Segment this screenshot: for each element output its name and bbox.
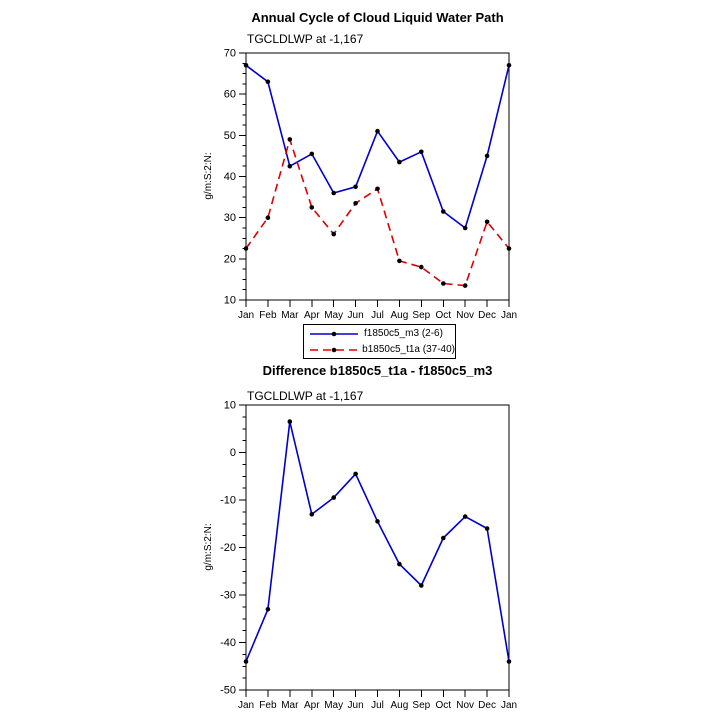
series-1-marker-dot [287, 137, 293, 142]
x-tick-label: Apr [304, 310, 320, 320]
y-tick-label: -50 [220, 685, 236, 697]
x-tick-label: Sep [412, 700, 430, 711]
y-tick-label: -30 [220, 590, 236, 602]
y-tick-label: 60 [224, 89, 236, 101]
x-tick-label: Jan [501, 310, 517, 320]
x-tick-label: Jun [348, 700, 364, 711]
x-tick-label: Nov [456, 310, 474, 320]
x-tick-label: Sep [412, 310, 430, 320]
series-0-marker-dot [441, 209, 446, 214]
series-0-marker-dot [353, 471, 358, 477]
plot-frame [245, 52, 510, 301]
series-0-marker-dot [353, 184, 358, 190]
series-0-marker-dot [484, 153, 490, 159]
legend-item-f1850c5-m3: f1850c5_m3 (2-6) [304, 326, 455, 342]
y-tick-label: 10 [224, 400, 236, 412]
chart2-subtitle: TGCLDLWP at -1,167 [247, 389, 364, 403]
series-0-marker-dot [441, 535, 446, 541]
series-0-marker-dot [375, 519, 380, 524]
series-1-marker-dot [397, 258, 402, 264]
series-0-marker-dot [419, 583, 424, 588]
series-1-marker-dot [419, 264, 424, 270]
legend-solid-marker-dot [331, 331, 337, 336]
legend-dashed-marker-dot [331, 347, 337, 352]
x-tick-label: Jul [371, 310, 384, 320]
series-0-marker-dot [462, 514, 468, 519]
legend-item-b1850c5-t1a: b1850c5_t1a (37-40) [304, 342, 455, 358]
x-tick-label: Mar [281, 700, 299, 711]
legend-sample-dashed [310, 347, 358, 352]
series-0-marker-dot [243, 659, 249, 664]
y-tick-label: 50 [224, 130, 236, 142]
series-0-marker-dot [331, 495, 336, 500]
chart1-title: Annual Cycle of Cloud Liquid Water Path [251, 10, 504, 25]
plot-frame [245, 404, 510, 691]
series-1-marker-dot [265, 215, 271, 220]
y-tick-label: 0 [230, 447, 236, 459]
series-0-marker-dot [506, 63, 512, 68]
x-tick-label: Jan [238, 700, 254, 711]
x-tick-label: May [324, 310, 343, 320]
x-tick-label: Dec [478, 310, 496, 320]
x-tick-label: Jan [501, 700, 517, 711]
series-1-marker-dot [462, 283, 468, 288]
legend-label-f1850c5-m3: f1850c5_m3 (2-6) [364, 328, 443, 339]
series-0-marker-dot [287, 419, 293, 424]
series-0-marker-dot [243, 63, 249, 68]
y-tick-label: 30 [224, 212, 236, 224]
x-tick-label: Mar [281, 310, 299, 320]
series-1-marker-dot [353, 201, 358, 206]
series-1-marker-dot [331, 231, 336, 237]
series-0-marker-dot [397, 159, 402, 165]
y-tick-label: 20 [224, 253, 236, 265]
series-line-0 [245, 64, 510, 229]
y-tick-label: 40 [224, 171, 236, 183]
series-line-0 [245, 420, 510, 662]
x-tick-label: Jun [348, 310, 364, 320]
series-1-marker-dot [309, 205, 315, 210]
x-tick-label: May [324, 700, 343, 711]
x-tick-label: Feb [259, 700, 277, 711]
series-0-marker-dot [331, 190, 336, 196]
legend-sample-solid [310, 331, 358, 336]
x-tick-label: Aug [391, 310, 409, 320]
legend-box: f1850c5_m3 (2-6) b1850c5_t1a (37-40) [303, 324, 456, 359]
series-1-marker-dot [375, 186, 380, 192]
y-tick-label: -20 [220, 542, 236, 554]
y-tick-label: -10 [220, 495, 236, 507]
series-0-marker-dot [265, 607, 271, 612]
series-1-marker-dot [506, 246, 512, 251]
series-0-marker-dot [287, 163, 293, 169]
chart2-plot-area: -50 -40 -30 -20 -10 0 10 Jan Feb Mar Apr May Jun Jul A… [220, 400, 517, 712]
chart1-plot-area: 10 20 30 40 50 60 70 Jan Feb Mar Apr May Jun Jul Aug Se… [224, 48, 517, 321]
series-0-marker-dot [397, 561, 402, 567]
chart2-title: Difference b1850c5_t1a - f1850c5_m3 [262, 363, 493, 378]
series-0-marker-dot [309, 151, 315, 157]
x-tick-label: Oct [435, 700, 451, 711]
chart1-subtitle: TGCLDLWP at -1,167 [247, 32, 364, 46]
x-tick-label: Jul [371, 700, 384, 711]
x-tick-label: Jan [238, 310, 254, 320]
x-tick-label: Nov [456, 700, 474, 711]
x-tick-label: Feb [259, 310, 277, 320]
series-0-marker-dot [265, 79, 271, 85]
x-tick-label: Dec [478, 700, 496, 711]
legend-label-b1850c5-t1a: b1850c5_t1a (37-40) [362, 344, 455, 355]
series-0-marker-dot [419, 149, 424, 155]
series-0-marker-dot [506, 659, 512, 664]
series-0-marker-dot [375, 128, 380, 134]
y-tick-label: 70 [224, 48, 236, 60]
series-1-marker-dot [243, 246, 249, 251]
y-tick-label: 10 [224, 295, 236, 307]
x-tick-label: Aug [391, 700, 409, 711]
series-0-marker-dot [484, 526, 490, 531]
series-0-marker-dot [462, 225, 468, 231]
x-tick-label: Apr [304, 700, 320, 711]
y-tick-label: -40 [220, 637, 236, 649]
series-1-marker-dot [441, 281, 446, 286]
series-0-marker-dot [309, 512, 315, 517]
series-1-marker-dot [484, 219, 490, 225]
x-tick-label: Oct [435, 310, 451, 320]
